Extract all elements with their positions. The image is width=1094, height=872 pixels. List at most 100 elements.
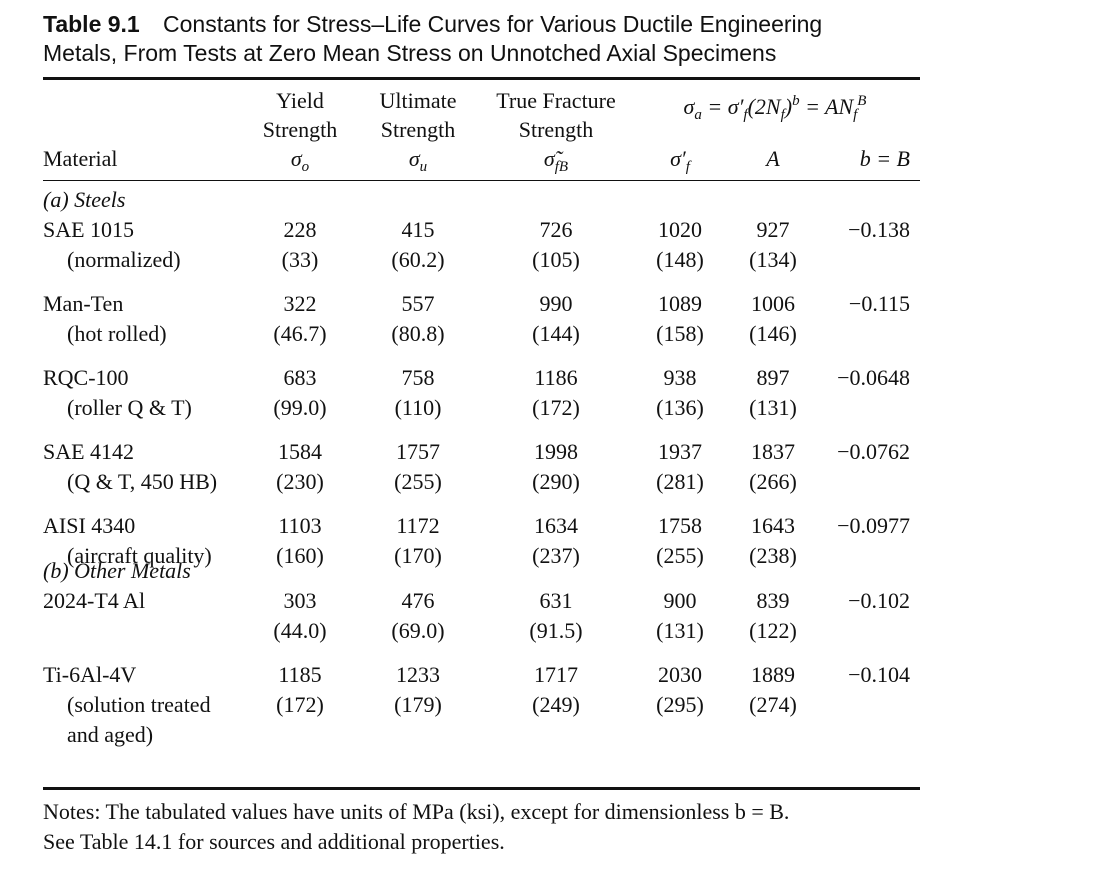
cell-value: (290) <box>532 469 580 494</box>
exponent-value: −0.0977 <box>837 513 910 538</box>
cell-value: 839 <box>756 588 790 613</box>
math-part: u <box>419 159 428 175</box>
math-part: B <box>857 93 867 109</box>
material-name: and aged) <box>67 722 154 747</box>
material-name: (normalized) <box>67 247 181 272</box>
cell-value: (131) <box>656 618 704 643</box>
cell-value: 1643 <box>751 513 795 538</box>
math-part: (2N <box>747 94 781 119</box>
table-title: Constants for Stress–Life Curves for Var… <box>163 11 823 37</box>
column-symbol: σo <box>291 146 309 180</box>
cell-value: 228 <box>283 217 317 242</box>
cell-value: (91.5) <box>529 618 583 643</box>
cell-value: 1757 <box>396 439 440 464</box>
cell-value: 726 <box>539 217 573 242</box>
math-part: σ <box>290 146 302 171</box>
column-header: Strength <box>518 117 594 142</box>
math-part: σ̃ <box>543 146 555 171</box>
cell-value: (255) <box>656 543 704 568</box>
table-title: Metals, From Tests at Zero Mean Stress o… <box>43 40 777 66</box>
section-title: (b) Other Metals <box>43 558 191 583</box>
material-name: Man-Ten <box>43 291 124 316</box>
cell-value: 1020 <box>658 217 702 242</box>
math-part: a <box>694 107 702 123</box>
exponent-value: −0.102 <box>848 588 910 613</box>
cell-value: (249) <box>532 692 580 717</box>
cell-value: 897 <box>756 365 790 390</box>
cell-value: 1233 <box>396 662 440 687</box>
header-material: Material <box>43 146 118 171</box>
cell-value: 1186 <box>534 365 578 390</box>
material-name: (Q & T, 450 HB) <box>67 469 218 494</box>
column-symbol: σ̃fB <box>544 146 568 180</box>
cell-value: (144) <box>532 321 580 346</box>
table-label: Table 9.1 <box>43 11 140 37</box>
exponent-value: −0.115 <box>848 291 910 316</box>
cell-value: (131) <box>749 395 797 420</box>
cell-value: 1998 <box>534 439 578 464</box>
cell-value: (238) <box>749 543 797 568</box>
cell-value: 1937 <box>658 439 702 464</box>
material-name: 2024-T4 Al <box>43 588 146 613</box>
cell-value: 1584 <box>278 439 322 464</box>
math-part: b = B <box>859 146 910 171</box>
equation: σa = σ′f(2Nf)b = ANfB <box>684 88 867 128</box>
cell-value: (146) <box>749 321 797 346</box>
math-part: o <box>301 159 310 175</box>
column-symbol: σ′f <box>670 146 690 180</box>
material-name: (solution treated <box>67 692 211 717</box>
cell-value: (237) <box>532 543 580 568</box>
column-symbol: σu <box>409 146 427 180</box>
column-header: True Fracture <box>496 88 616 113</box>
exponent-value: −0.0648 <box>837 365 910 390</box>
cell-value: 1889 <box>751 662 795 687</box>
math-part: A <box>766 146 780 171</box>
math-part: fB <box>554 159 569 175</box>
cell-value: 758 <box>401 365 435 390</box>
cell-value: (179) <box>394 692 442 717</box>
cell-value: (295) <box>656 692 704 717</box>
exponent-value: −0.104 <box>848 662 910 687</box>
math-part: f <box>853 107 858 123</box>
cell-value: (172) <box>532 395 580 420</box>
math-part: σ <box>408 146 420 171</box>
note: Notes: The tabulated values have units o… <box>43 799 790 824</box>
column-header: Strength <box>262 117 338 142</box>
cell-value: 938 <box>663 365 697 390</box>
cell-value: 900 <box>663 588 697 613</box>
cell-value: (134) <box>749 247 797 272</box>
cell-value: 1172 <box>396 513 440 538</box>
header-rule <box>43 180 920 181</box>
cell-value: 303 <box>283 588 317 613</box>
cell-value: (33) <box>281 247 319 272</box>
cell-value: 927 <box>756 217 790 242</box>
math-part: f <box>743 107 748 123</box>
cell-value: (274) <box>749 692 797 717</box>
top-rule <box>43 77 920 80</box>
cell-value: 2030 <box>658 662 702 687</box>
cell-value: (60.2) <box>391 247 445 272</box>
material-name: (aircraft quality) <box>67 543 212 568</box>
cell-value: (80.8) <box>391 321 445 346</box>
cell-value: 631 <box>539 588 573 613</box>
column-symbol: A <box>766 146 779 172</box>
cell-value: 557 <box>401 291 435 316</box>
material-name: RQC-100 <box>43 365 129 390</box>
math-part: σ′ <box>670 146 686 171</box>
exponent-value: −0.138 <box>848 217 910 242</box>
cell-value: 415 <box>401 217 435 242</box>
cell-value: 1837 <box>751 439 795 464</box>
note: See Table 14.1 for sources and additiona… <box>43 829 505 854</box>
cell-value: (158) <box>656 321 704 346</box>
column-symbol: b = B <box>860 146 910 172</box>
cell-value: (136) <box>656 395 704 420</box>
cell-value: 322 <box>283 291 317 316</box>
cell-value: (160) <box>276 543 324 568</box>
cell-value: 476 <box>401 588 435 613</box>
cell-value: (46.7) <box>273 321 327 346</box>
math-part: σ <box>683 94 695 119</box>
math-part: = AN <box>799 94 854 119</box>
column-header: Strength <box>380 117 456 142</box>
cell-value: (110) <box>394 395 442 420</box>
